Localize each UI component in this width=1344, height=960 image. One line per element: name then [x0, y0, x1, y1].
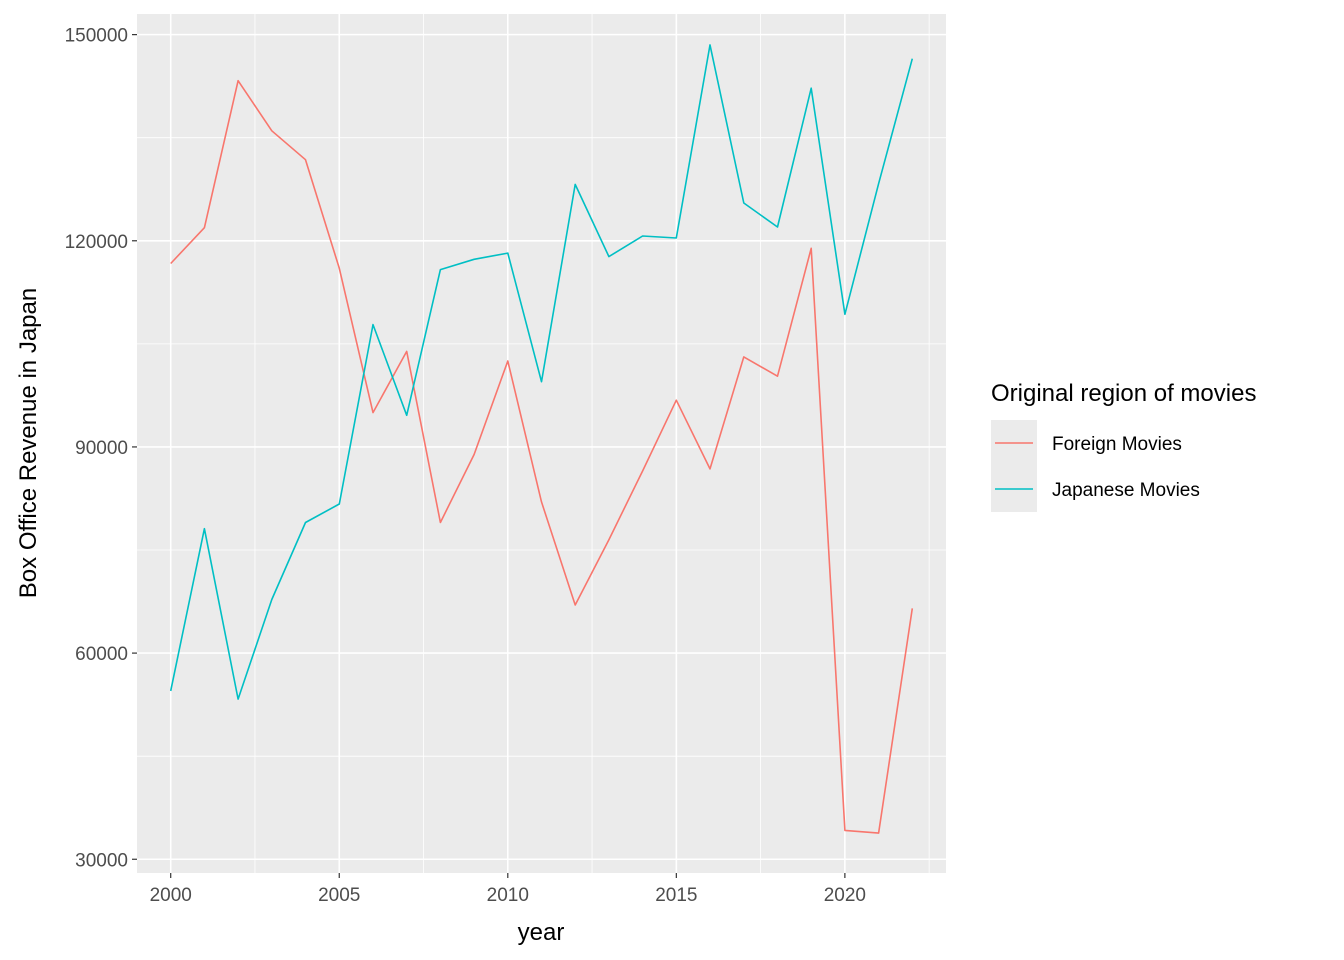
y-tick-label: 120000 — [65, 232, 128, 253]
x-axis-title: year — [518, 919, 565, 946]
y-tick-label: 60000 — [75, 644, 128, 665]
x-tick-label: 2015 — [655, 885, 697, 906]
series-lines — [169, 44, 914, 834]
legend-item-foreign: Foreign Movies — [991, 420, 1182, 466]
x-tick-label: 2020 — [824, 885, 866, 906]
series-line-foreign-movies — [170, 79, 914, 834]
x-tick-label: 2010 — [487, 885, 529, 906]
plot-panel — [137, 14, 946, 873]
x-axis: 2000 2005 2010 2015 2020 — [150, 873, 866, 906]
legend-label-foreign: Foreign Movies — [1052, 434, 1182, 455]
y-axis: 30000 60000 90000 120000 150000 — [65, 26, 137, 871]
legend: Original region of movies Foreign Movies… — [991, 380, 1256, 512]
legend-title: Original region of movies — [991, 380, 1256, 407]
x-tick-label: 2005 — [318, 885, 360, 906]
legend-item-japanese: Japanese Movies — [991, 466, 1200, 512]
y-tick-label: 150000 — [65, 26, 128, 47]
y-tick-label: 30000 — [75, 850, 128, 871]
y-tick-label: 90000 — [75, 438, 128, 459]
minor-gridlines — [137, 14, 946, 873]
major-gridlines — [137, 14, 946, 873]
x-tick-label: 2000 — [150, 885, 192, 906]
series-line-japanese-movies — [169, 44, 914, 700]
legend-label-japanese: Japanese Movies — [1052, 480, 1200, 501]
y-axis-title: Box Office Revenue in Japan — [15, 288, 42, 598]
